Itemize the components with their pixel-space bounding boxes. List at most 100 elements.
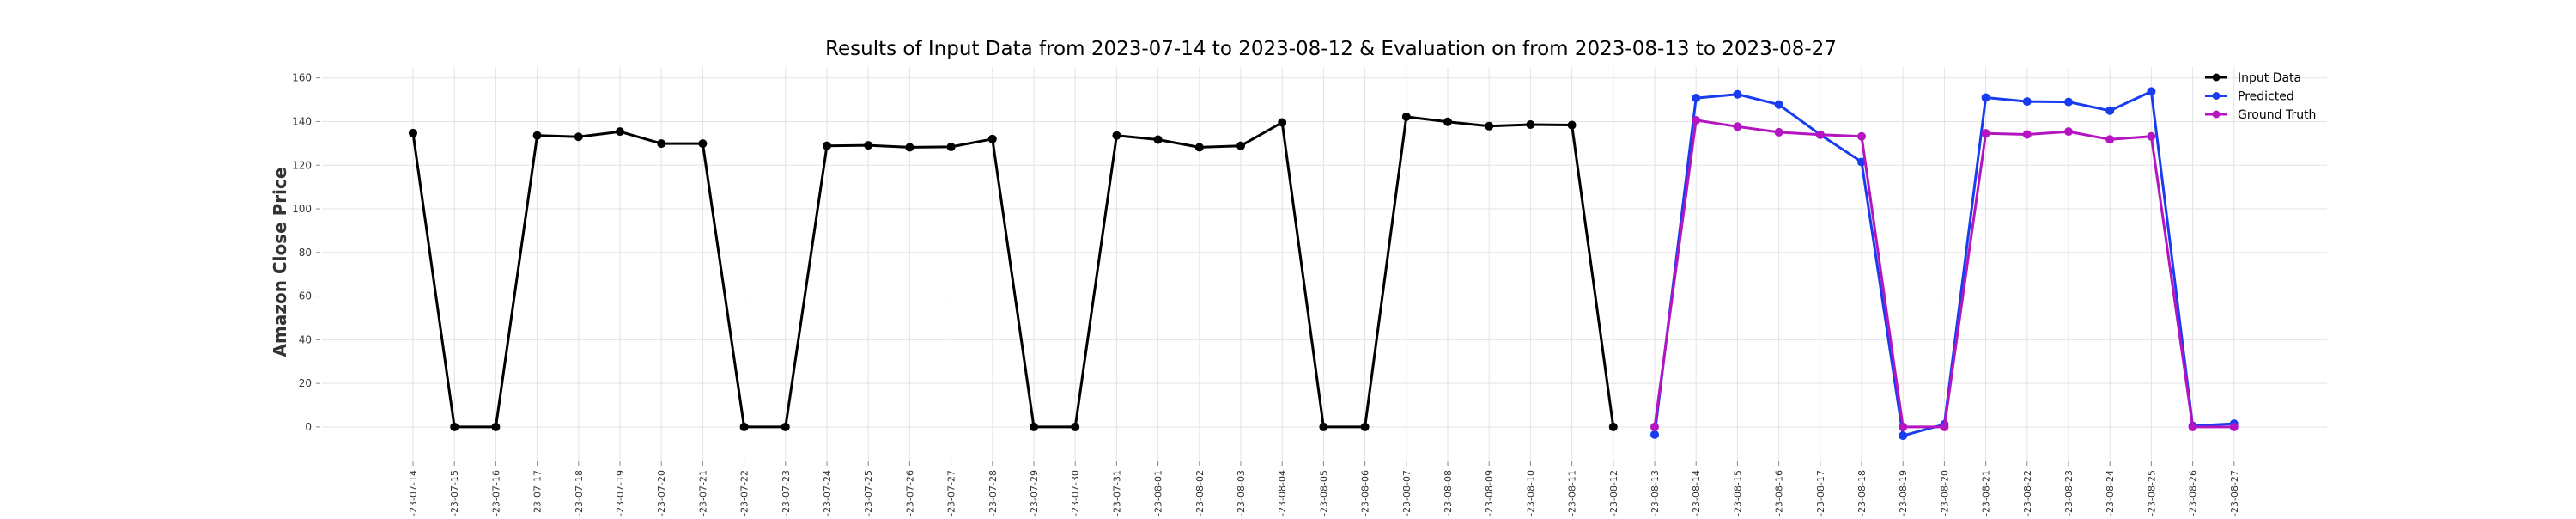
data-point: [450, 422, 459, 431]
x-tick-label: -23-07-24: [822, 470, 833, 516]
data-point: [1030, 422, 1038, 431]
x-tick-label: -23-07-27: [946, 470, 957, 516]
data-point: [1236, 141, 1245, 150]
data-point: [1485, 121, 1494, 131]
x-tick-label: -23-07-17: [532, 470, 544, 516]
x-tick-label: -23-08-20: [1939, 470, 1950, 516]
data-point: [1774, 127, 1783, 137]
data-point: [1733, 89, 1742, 99]
x-tick-label: -23-08-12: [1608, 470, 1619, 516]
y-axis-label: Amazon Close Price: [270, 168, 290, 357]
data-point: [2064, 127, 2073, 137]
x-tick-label: -23-08-26: [2188, 470, 2199, 516]
x-tick-label: -23-07-18: [574, 470, 585, 516]
x-tick-label: -23-08-18: [1856, 470, 1868, 516]
data-point: [1774, 100, 1783, 109]
legend-marker: [2212, 110, 2221, 119]
x-tick-label: -23-08-02: [1194, 470, 1206, 516]
x-tick-label: -23-07-25: [863, 470, 874, 516]
data-point: [1526, 120, 1535, 130]
data-point: [2064, 97, 2073, 107]
data-point: [2105, 106, 2115, 115]
data-point: [698, 139, 708, 149]
data-point: [1981, 129, 1990, 138]
chart-title: Results of Input Data from 2023-07-14 to…: [825, 38, 1837, 60]
data-point: [574, 132, 583, 142]
data-point: [2188, 422, 2197, 431]
y-tick-label: 100: [292, 203, 312, 215]
legend-label: Ground Truth: [2238, 108, 2316, 122]
data-point: [739, 422, 749, 431]
x-tick-label: -23-08-13: [1649, 470, 1661, 516]
data-point: [1733, 122, 1742, 131]
x-tick-label: -23-08-16: [1774, 470, 1785, 516]
x-tick-label: -23-08-04: [1277, 470, 1288, 516]
data-point: [1692, 94, 1701, 103]
x-tick-label: -23-08-08: [1443, 470, 1454, 516]
y-tick-label: 160: [292, 72, 312, 84]
x-tick-label: -23-08-14: [1691, 470, 1702, 516]
data-point: [1071, 422, 1080, 431]
data-point: [1319, 422, 1328, 431]
x-tick-label: -23-08-24: [2105, 470, 2116, 516]
x-tick-label: -23-08-27: [2229, 470, 2240, 516]
grid: [322, 67, 2327, 460]
y-tick-label: 60: [299, 290, 312, 302]
x-tick-label: -23-07-26: [904, 470, 915, 516]
data-point: [781, 422, 790, 431]
data-point: [2022, 130, 2032, 139]
x-tick-label: -23-08-22: [2022, 470, 2033, 516]
x-tick-label: -23-08-15: [1732, 470, 1743, 516]
data-point: [2229, 422, 2239, 431]
x-tick-label: -23-07-28: [987, 470, 999, 516]
data-point: [2147, 87, 2156, 96]
y-tick-label: 120: [292, 159, 312, 171]
data-point: [1899, 422, 1908, 431]
data-point: [2147, 131, 2156, 141]
y-tick-label: 40: [299, 333, 312, 345]
legend-marker: [2212, 73, 2221, 82]
legend-item: Ground Truth: [2205, 108, 2316, 122]
x-tick-label: -23-08-01: [1153, 470, 1164, 516]
x-tick-label: -23-07-20: [656, 470, 667, 516]
data-point: [409, 128, 417, 137]
y-tick-label: 0: [305, 421, 312, 433]
data-point: [532, 131, 542, 140]
x-tick-label: -23-08-11: [1567, 470, 1578, 516]
x-tick-label: -23-08-03: [1236, 470, 1247, 516]
data-point: [1401, 112, 1411, 121]
data-point: [657, 139, 666, 149]
x-tick-label: -23-08-17: [1815, 470, 1826, 516]
data-point: [1112, 131, 1121, 140]
x-tick-label: -23-08-23: [2063, 470, 2075, 516]
x-tick-label: -23-07-31: [1111, 470, 1122, 516]
x-tick-label: -23-07-22: [739, 470, 750, 516]
series-layer: [409, 87, 2239, 441]
data-point: [2105, 135, 2115, 144]
data-point: [1940, 422, 1949, 431]
data-point: [1443, 117, 1452, 126]
y-tick-label: 80: [299, 247, 312, 259]
legend-label: Predicted: [2238, 90, 2294, 104]
x-axis-ticks: -23-07-14 -23-07-15 -23-07-16 -23-07-17 -23-…: [408, 461, 2240, 516]
x-tick-label: -23-08-07: [1401, 470, 1413, 516]
x-tick-label: -23-07-14: [408, 470, 419, 516]
data-point: [1981, 93, 1990, 102]
x-tick-label: -23-08-05: [1318, 470, 1329, 516]
data-point: [616, 127, 624, 137]
x-tick-label: -23-07-29: [1029, 470, 1040, 516]
data-point: [946, 142, 956, 151]
data-point: [905, 143, 914, 152]
x-tick-label: -23-07-21: [697, 470, 708, 516]
data-point: [823, 141, 831, 150]
series-input-data: [409, 112, 1618, 431]
legend-label: Input Data: [2238, 71, 2301, 85]
data-point: [1608, 422, 1618, 431]
data-point: [1692, 115, 1701, 125]
legend-item: Input Data: [2205, 71, 2301, 85]
data-point: [864, 141, 873, 150]
data-point: [2022, 97, 2032, 107]
x-tick-label: -23-07-30: [1070, 470, 1081, 516]
series-ground-truth: [1650, 115, 2239, 431]
